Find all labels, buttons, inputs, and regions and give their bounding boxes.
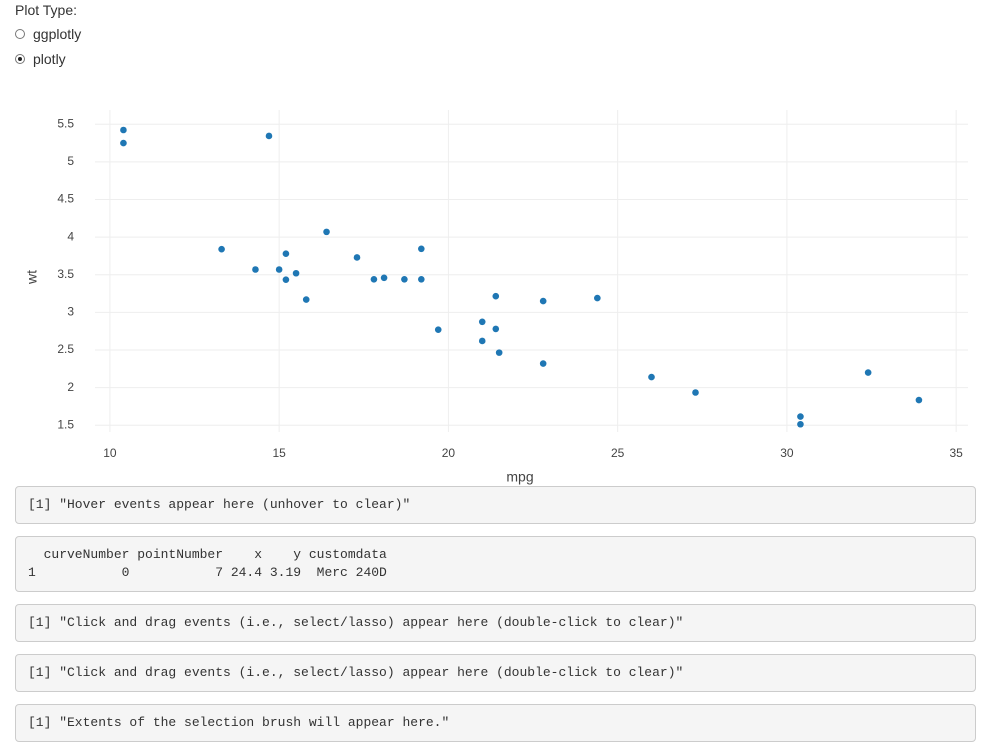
data-point <box>478 337 486 345</box>
data-point <box>418 245 425 253</box>
data-point <box>292 269 300 277</box>
data-point <box>478 318 486 326</box>
data-point <box>323 228 330 236</box>
y-axis-label: wt <box>24 270 40 285</box>
radio-button[interactable] <box>15 29 25 39</box>
data-point <box>218 245 225 253</box>
y-tick-label: 2 <box>67 380 74 394</box>
x-tick-label: 25 <box>611 446 625 460</box>
data-point <box>120 139 127 147</box>
y-tick-label: 4 <box>67 229 74 243</box>
radio-option-label[interactable]: plotly <box>33 51 66 67</box>
data-point <box>594 294 601 302</box>
x-axis-label: mpg <box>506 469 533 485</box>
x-tick-label: 20 <box>442 446 456 460</box>
data-point <box>401 275 408 283</box>
output-line: [1] "Extents of the selection brush will… <box>28 715 450 730</box>
data-point <box>418 275 425 283</box>
radio-option[interactable]: ggplotly <box>15 26 81 42</box>
y-tick-label: 3 <box>67 305 74 319</box>
output-box: [1] "Click and drag events (i.e., select… <box>15 654 976 692</box>
data-point <box>539 297 547 305</box>
x-tick-label: 35 <box>949 446 963 460</box>
radio-group-label: Plot Type: <box>15 2 78 18</box>
radio-button[interactable] <box>15 54 25 64</box>
data-point <box>648 373 655 381</box>
output-box: [1] "Hover events appear here (unhover t… <box>15 486 976 524</box>
y-tick-label: 5 <box>67 154 74 168</box>
data-point <box>492 325 500 333</box>
data-point <box>252 266 259 273</box>
data-point <box>370 275 378 283</box>
data-point <box>434 326 442 333</box>
data-point <box>495 349 503 356</box>
data-point <box>492 292 500 300</box>
y-tick-label: 4.5 <box>57 192 74 206</box>
data-point <box>692 389 699 396</box>
data-point <box>915 396 923 404</box>
y-tick-label: 3.5 <box>57 267 74 281</box>
output-box: curveNumber pointNumber x y customdata 1 … <box>15 536 976 592</box>
x-tick-label: 30 <box>780 446 794 460</box>
data-point <box>282 276 290 283</box>
output-line: 1 0 7 24.4 3.19 Merc 240D <box>28 565 387 580</box>
output-box: [1] "Click and drag events (i.e., select… <box>15 604 976 642</box>
output-line: [1] "Click and drag events (i.e., select… <box>28 665 684 680</box>
data-point <box>864 369 872 376</box>
data-point <box>539 360 547 367</box>
data-point <box>353 254 361 261</box>
y-tick-label: 2.5 <box>57 342 74 356</box>
data-point <box>302 296 310 303</box>
data-point <box>265 132 273 140</box>
radio-selected-dot <box>18 57 22 61</box>
output-line: curveNumber pointNumber x y customdata <box>28 547 387 562</box>
x-tick-label: 15 <box>272 446 286 460</box>
radio-option-label[interactable]: ggplotly <box>33 26 82 42</box>
data-point <box>120 126 127 134</box>
y-tick-label: 5.5 <box>57 116 74 130</box>
radio-option[interactable]: plotly <box>15 51 66 67</box>
data-point <box>282 250 290 257</box>
data-point <box>380 274 388 282</box>
data-point <box>275 266 283 273</box>
output-line: [1] "Click and drag events (i.e., select… <box>28 615 684 630</box>
output-box: [1] "Extents of the selection brush will… <box>15 704 976 742</box>
chart: 10 15 20 25 30 35 1.5 2 2.5 3 3.5 4 4.5 5 5.5 mpg wt <box>24 110 968 485</box>
y-tick-label: 1.5 <box>57 417 74 431</box>
x-tick-label: 10 <box>103 446 117 460</box>
output-line: [1] "Hover events appear here (unhover t… <box>28 497 411 512</box>
data-point <box>797 413 804 420</box>
data-point <box>797 420 804 428</box>
